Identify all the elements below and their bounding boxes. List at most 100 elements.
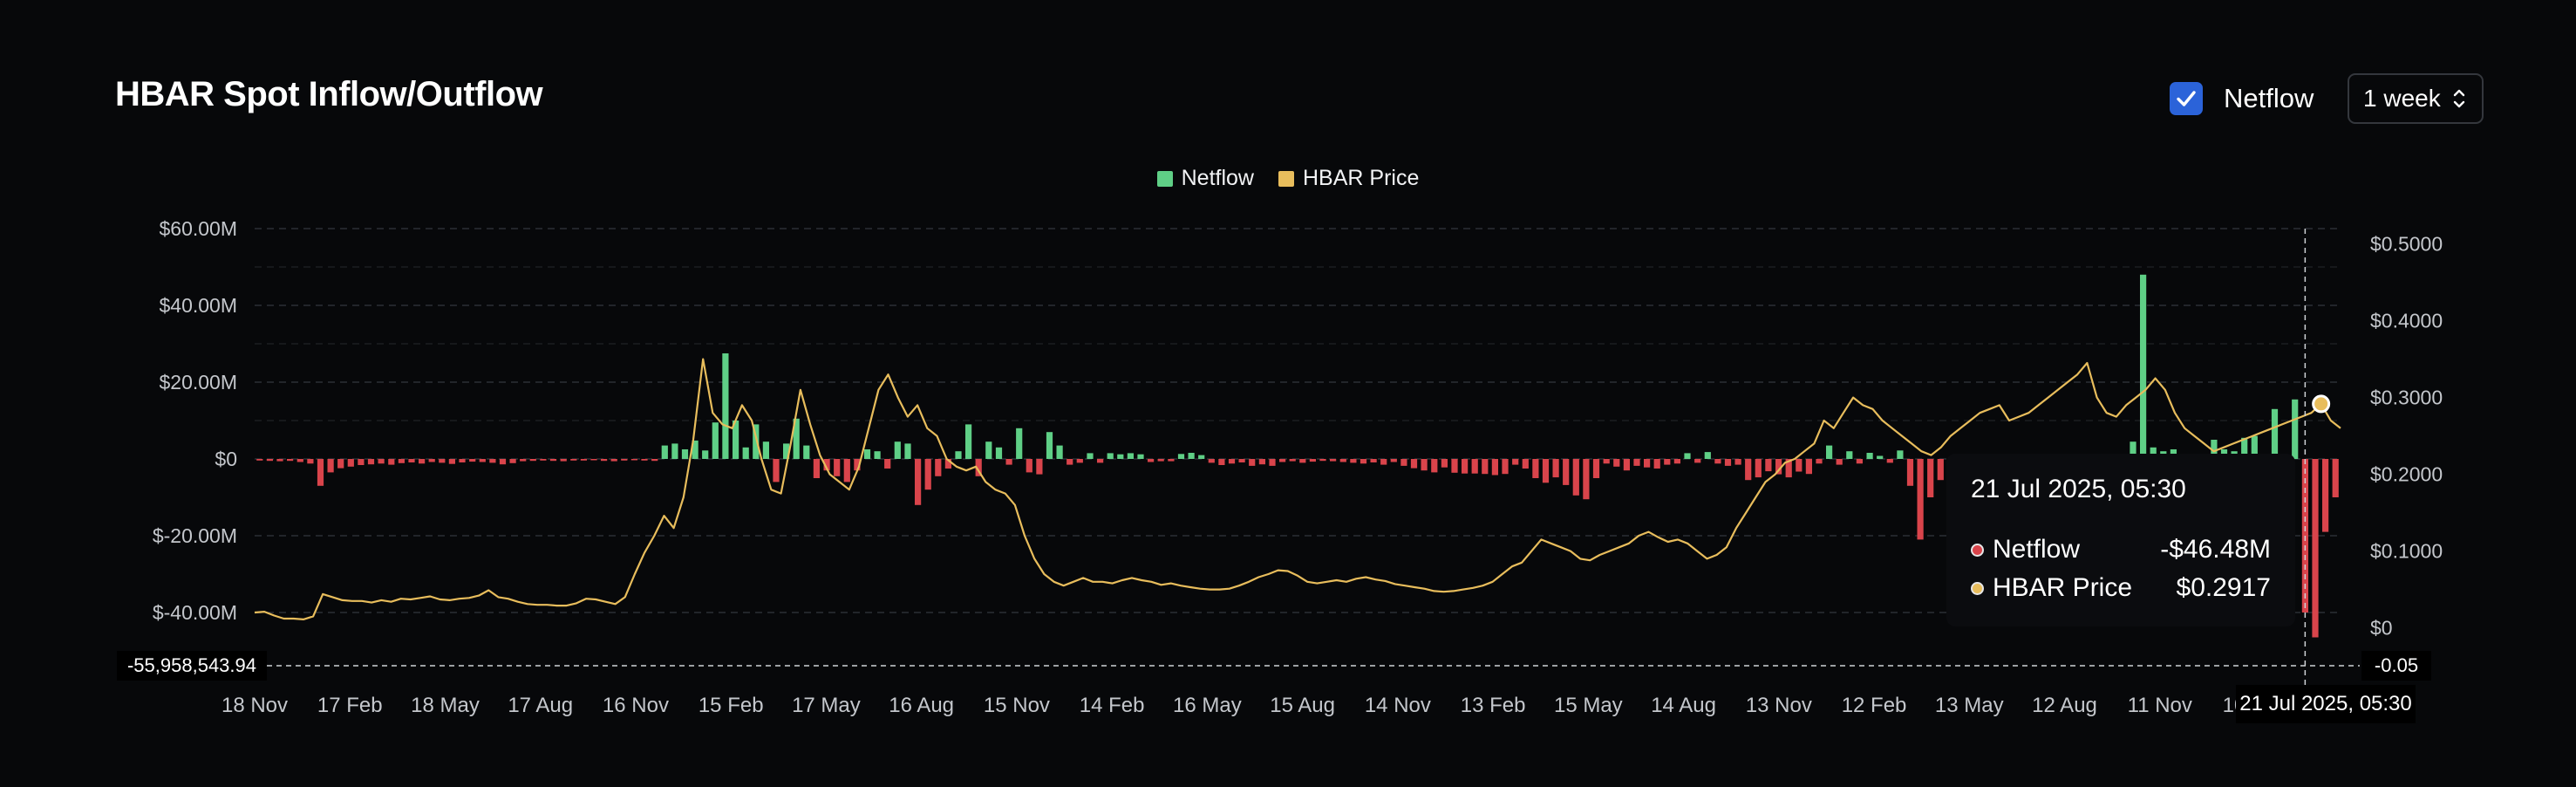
checkbox[interactable] — [2170, 82, 2203, 115]
netflow-bar — [692, 440, 699, 459]
netflow-bar — [1653, 459, 1660, 469]
crosshair-y-right-label: -0.05 — [2361, 651, 2431, 681]
tooltip-label-netflow: Netflow — [1993, 535, 2081, 564]
netflow-bar — [1330, 459, 1337, 462]
netflow-bar — [753, 424, 760, 459]
netflow-bar — [2271, 408, 2279, 459]
netflow-bar — [448, 459, 455, 464]
x-tick-label: 15 Feb — [699, 694, 764, 717]
legend-swatch-hbar-price — [1278, 170, 1294, 187]
netflow-bar — [327, 459, 334, 473]
netflow-bar — [1724, 459, 1732, 466]
netflow-bar — [915, 459, 922, 505]
netflow-bar — [439, 459, 446, 463]
netflow-bar — [1745, 459, 1752, 481]
netflow-bar — [1502, 459, 1509, 475]
netflow-bar — [1563, 459, 1570, 485]
y-right-tick-label: $0.5000 — [2370, 233, 2443, 256]
netflow-bar — [630, 459, 637, 461]
netflow-bar — [1755, 459, 1762, 478]
x-tick-label: 16 Nov — [603, 694, 669, 717]
netflow-bar — [1279, 459, 1286, 462]
netflow-bar — [935, 459, 942, 476]
y-left-tick-label: $-40.00M — [153, 601, 237, 624]
netflow-bar — [1664, 459, 1671, 465]
legend-item-hbar-price[interactable]: HBAR Price — [1278, 166, 1419, 191]
netflow-bar — [2332, 459, 2339, 497]
netflow-bar — [712, 422, 719, 459]
x-tick-label: 13 Nov — [1746, 694, 1812, 717]
netflow-bar — [1117, 454, 1124, 459]
netflow-bar — [1673, 459, 1680, 464]
netflow-bar — [995, 447, 1003, 459]
netflow-bar — [1400, 459, 1407, 466]
netflow-bar — [985, 441, 992, 459]
netflow-bar — [1866, 453, 1873, 459]
netflow-bar — [1917, 459, 1924, 540]
netflow-bar — [671, 443, 678, 459]
netflow-bar — [1471, 459, 1478, 474]
period-select[interactable]: 1 week — [2348, 73, 2484, 124]
netflow-bar — [2322, 459, 2329, 532]
crosshair-y-left-label: -55,958,543.94 — [117, 651, 267, 681]
netflow-bar — [469, 459, 476, 462]
netflow-bar — [1552, 459, 1559, 478]
netflow-bar — [479, 459, 486, 462]
netflow-bar — [854, 459, 861, 471]
netflow-bar — [2150, 447, 2157, 459]
netflow-toggle[interactable]: Netflow — [2170, 82, 2314, 115]
netflow-bar — [904, 443, 911, 459]
netflow-bar — [408, 459, 415, 462]
netflow-bar — [793, 418, 800, 459]
netflow-bar — [1796, 459, 1803, 472]
page-title: HBAR Spot Inflow/Outflow — [115, 75, 543, 113]
netflow-bar — [1016, 428, 1023, 459]
legend-item-netflow[interactable]: Netflow — [1156, 166, 1254, 191]
netflow-bar — [1056, 445, 1063, 459]
netflow-bar — [529, 459, 536, 462]
netflow-bar — [419, 459, 426, 464]
netflow-bar — [610, 459, 617, 462]
netflow-bar — [266, 459, 273, 462]
netflow-bar — [560, 459, 567, 462]
netflow-bar — [1542, 459, 1550, 483]
x-tick-label: 12 Feb — [1842, 694, 1907, 717]
chart-legend: Netflow HBAR Price — [0, 166, 2576, 191]
y-left-tick-label: $-20.00M — [153, 524, 237, 547]
netflow-bar — [520, 459, 527, 462]
netflow-bar — [843, 459, 850, 482]
netflow-bar — [823, 459, 830, 471]
netflow-bar — [256, 459, 263, 461]
netflow-bar — [509, 459, 516, 463]
netflow-bar — [1107, 453, 1114, 459]
netflow-bar — [742, 447, 749, 459]
y-right-tick-label: $0 — [2370, 617, 2393, 640]
netflow-bar — [1583, 459, 1590, 500]
netflow-bar — [1522, 459, 1529, 469]
netflow-bar — [1046, 432, 1053, 459]
netflow-bar — [1623, 459, 1630, 471]
netflow-bar — [1441, 459, 1448, 468]
netflow-bar — [621, 459, 628, 461]
netflow-bar — [1005, 459, 1012, 465]
netflow-bar — [1512, 459, 1519, 465]
legend-label-netflow: Netflow — [1181, 166, 1254, 190]
netflow-bar — [1491, 459, 1498, 476]
x-tick-label: 18 Nov — [221, 694, 288, 717]
x-tick-label: 13 May — [1935, 694, 2004, 717]
netflow-bar — [1350, 459, 1357, 463]
x-tick-label: 15 Aug — [1270, 694, 1335, 717]
netflow-bar — [1177, 454, 1185, 459]
chart-tooltip: 21 Jul 2025, 05:30 Netflow -$46.48M HBAR… — [1946, 454, 2295, 626]
netflow-bar — [1157, 459, 1164, 462]
netflow-bar — [1258, 459, 1265, 465]
x-tick-label: 15 Nov — [984, 694, 1050, 717]
tooltip-date: 21 Jul 2025, 05:30 — [1971, 475, 2186, 503]
netflow-bar — [367, 459, 375, 465]
netflow-bar — [337, 459, 344, 469]
netflow-bar — [702, 450, 709, 459]
netflow-bar — [1451, 459, 1458, 473]
netflow-bar — [762, 441, 769, 459]
netflow-bar — [722, 353, 729, 459]
